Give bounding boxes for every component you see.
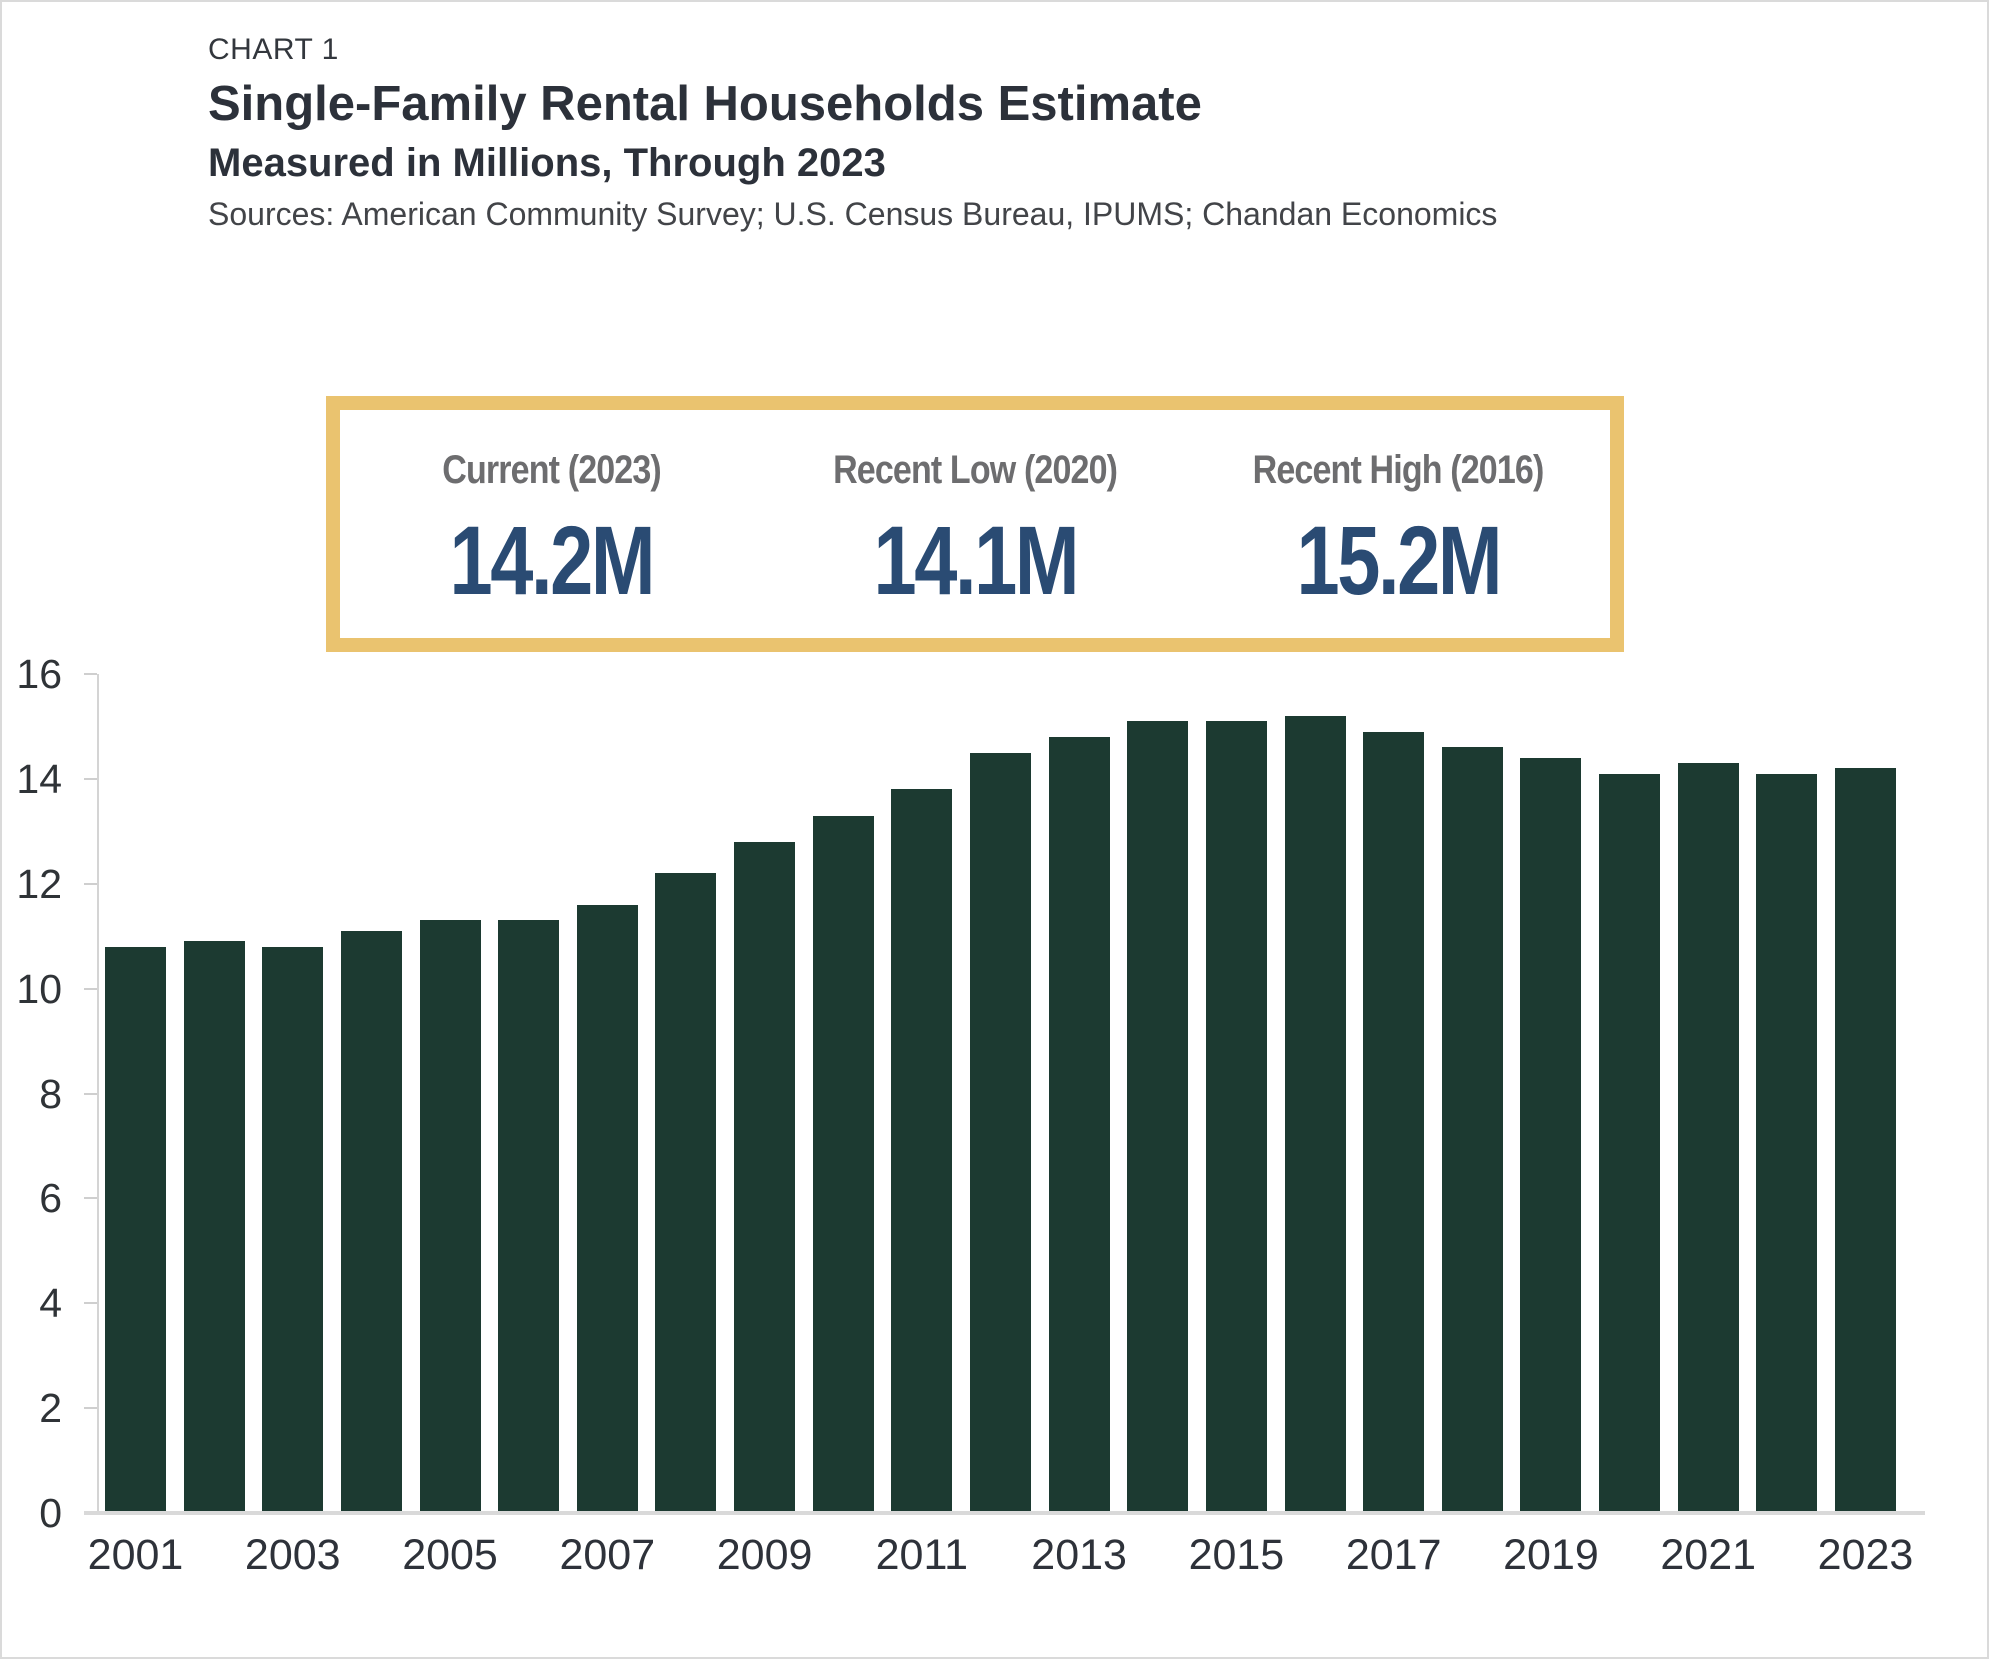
x-axis-label-2011: 2011 — [875, 1531, 969, 1579]
bar-2002 — [183, 941, 245, 1513]
x-axis-baseline — [84, 1511, 1925, 1515]
bar-2017 — [1363, 731, 1425, 1513]
bar-2013 — [1048, 736, 1110, 1513]
y-axis-label-10: 10 — [16, 965, 62, 1012]
y-axis-label-14: 14 — [16, 755, 62, 802]
bar-2011 — [891, 789, 953, 1513]
bar-2023 — [1835, 768, 1896, 1513]
bar-2015 — [1205, 721, 1267, 1513]
bar-2012 — [970, 752, 1031, 1513]
bar-2020 — [1599, 773, 1661, 1513]
bar-2007 — [576, 904, 638, 1513]
bar-2001 — [105, 946, 166, 1513]
y-axis-label-6: 6 — [39, 1175, 62, 1222]
x-axis-label-2013: 2013 — [1031, 1531, 1127, 1579]
bar-2016 — [1284, 715, 1346, 1513]
y-axis-label-16: 16 — [16, 651, 62, 697]
y-axis-label-4: 4 — [39, 1280, 62, 1327]
x-axis-label-2015: 2015 — [1188, 1531, 1285, 1579]
callout-current: Current (2023) 14.2M — [340, 410, 763, 638]
y-axis-label-8: 8 — [39, 1070, 62, 1117]
bar-2003 — [262, 946, 324, 1513]
bar-2018 — [1441, 747, 1503, 1513]
y-axis-tick-10 — [84, 987, 97, 990]
bar-2021 — [1677, 763, 1739, 1513]
bar-2004 — [340, 930, 402, 1513]
x-axis-label-2019: 2019 — [1503, 1531, 1599, 1579]
y-axis-tick-16 — [84, 673, 97, 675]
bar-2009 — [734, 841, 796, 1513]
summary-callout-box: Current (2023) 14.2M Recent Low (2020) 1… — [326, 396, 1624, 652]
bar-2019 — [1520, 757, 1582, 1513]
callout-recent-high-label: Recent High (2016) — [1252, 448, 1545, 492]
bar-2005 — [419, 920, 481, 1513]
y-axis-tick-8 — [84, 1092, 97, 1095]
callout-current-label: Current (2023) — [442, 448, 661, 492]
bar-2022 — [1756, 773, 1818, 1513]
callout-current-value: 14.2M — [449, 506, 656, 615]
y-axis-tick-6 — [84, 1197, 97, 1200]
chart-number-label: CHART 1 — [208, 33, 339, 66]
x-axis-label-2009: 2009 — [716, 1531, 813, 1579]
x-axis-label-2017: 2017 — [1345, 1531, 1442, 1579]
callout-recent-low-label: Recent Low (2020) — [832, 448, 1118, 492]
x-axis-label-2001: 2001 — [87, 1531, 184, 1579]
callout-recent-high: Recent High (2016) 15.2M — [1187, 410, 1610, 638]
bar-2008 — [655, 873, 717, 1513]
page-title: Single-Family Rental Households Estimate — [208, 77, 1202, 131]
bar-2006 — [498, 920, 560, 1513]
bar-2014 — [1127, 721, 1189, 1513]
sources-line: Sources: American Community Survey; U.S.… — [208, 196, 1498, 232]
y-axis-tick-4 — [84, 1302, 97, 1305]
y-axis-label-0: 0 — [39, 1490, 62, 1536]
y-axis-label-12: 12 — [16, 860, 62, 907]
bar-2010 — [812, 815, 874, 1513]
callout-recent-low-value: 14.1M — [873, 506, 1079, 615]
y-axis-label-2: 2 — [39, 1385, 62, 1432]
y-axis-line — [97, 674, 99, 1513]
x-axis-label-2003: 2003 — [244, 1531, 341, 1579]
page-subtitle: Measured in Millions, Through 2023 — [208, 141, 886, 185]
y-axis-tick-2 — [84, 1407, 97, 1410]
x-axis-label-2021: 2021 — [1660, 1531, 1757, 1579]
y-axis-tick-12 — [84, 882, 97, 885]
callout-recent-high-value: 15.2M — [1296, 506, 1502, 615]
x-axis-label-2023: 2023 — [1817, 1531, 1914, 1579]
chart-header: CHART 1 Single-Family Rental Households … — [208, 28, 1497, 238]
callout-recent-low: Recent Low (2020) 14.1M — [763, 410, 1186, 638]
x-axis-label-2007: 2007 — [559, 1531, 656, 1579]
y-axis-tick-14 — [84, 777, 97, 780]
x-axis-label-2005: 2005 — [402, 1531, 498, 1579]
